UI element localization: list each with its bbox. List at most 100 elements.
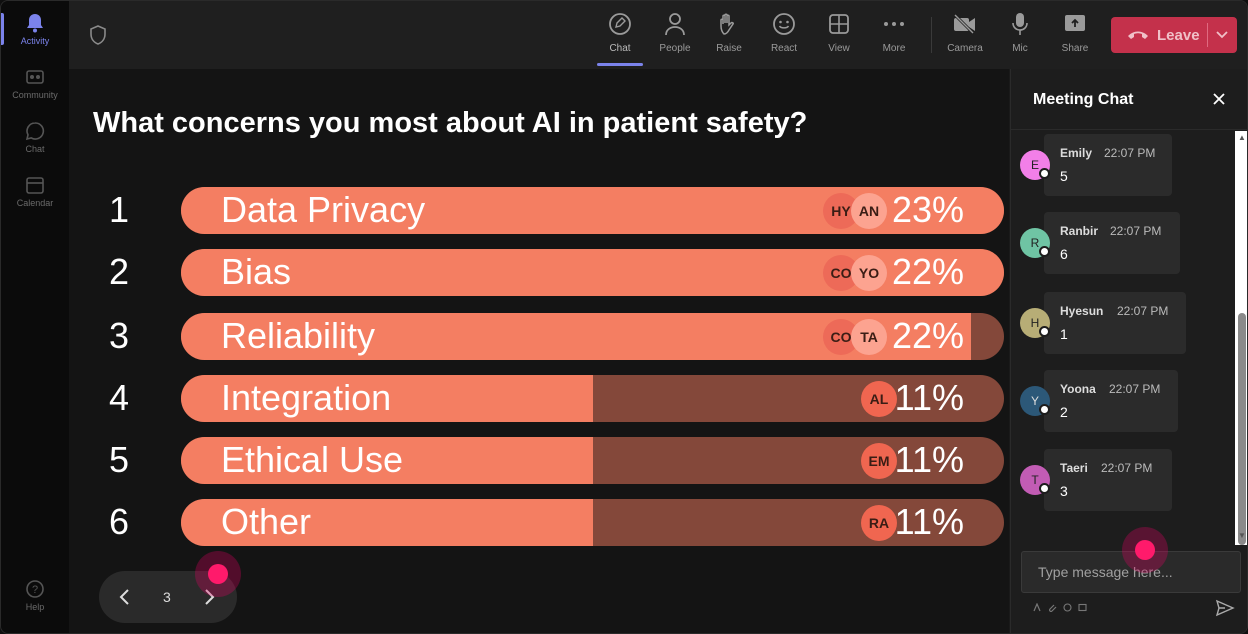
option-percent: 22%: [891, 315, 964, 356]
view-icon: [826, 11, 852, 37]
chat-icon: [607, 11, 633, 37]
attach-icon[interactable]: [1048, 603, 1057, 614]
toolbar-divider: [931, 17, 932, 53]
voter-avatar: YO: [851, 255, 887, 291]
close-icon[interactable]: [1211, 91, 1227, 112]
chat-icon: [25, 121, 45, 141]
chevron-left-icon[interactable]: [115, 587, 135, 612]
format-icon[interactable]: [1033, 602, 1042, 614]
message-time: 22:07 PM: [1117, 304, 1169, 318]
toolbar-label: Raise: [716, 43, 742, 54]
gif-icon[interactable]: [1078, 603, 1087, 614]
chevron-down-icon[interactable]: [1215, 27, 1229, 45]
scroll-down-arrow[interactable]: ▼: [1238, 531, 1246, 540]
rail-item-community[interactable]: Community: [5, 67, 65, 100]
rail-label: Calendar: [16, 198, 54, 208]
poll-option-row: 2 Bias CO YO 22%: [69, 249, 1009, 297]
option-number: 1: [109, 189, 130, 230]
poll-option-row: 6 Other RA 11%: [69, 499, 1009, 547]
chat-message[interactable]: E Emily 22:07 PM 5: [1020, 134, 1172, 196]
poll-option-row: 1 Data Privacy HY AN 23%: [69, 187, 1009, 235]
message-text: 2: [1060, 404, 1068, 420]
option-percent: 11%: [894, 501, 964, 542]
toolbar-camera-button[interactable]: Camera: [937, 11, 993, 54]
toolbar-raise-button[interactable]: Raise: [701, 11, 757, 54]
active-tab-indicator: [597, 63, 643, 66]
send-icon[interactable]: [1215, 599, 1235, 622]
poll-stage: What concerns you most about AI in patie…: [69, 69, 1009, 633]
option-number: 4: [109, 377, 130, 418]
community-icon: [25, 67, 45, 87]
option-bar-fill: [181, 375, 593, 422]
message-time: 22:07 PM: [1104, 146, 1156, 160]
option-number: 2: [109, 251, 130, 292]
rail-item-chat[interactable]: Chat: [5, 121, 65, 154]
chat-message[interactable]: T Taeri 22:07 PM 3: [1020, 449, 1172, 511]
toolbar-people-button[interactable]: People: [647, 11, 703, 54]
leave-button[interactable]: Leave: [1111, 17, 1237, 53]
toolbar-view-button[interactable]: View: [811, 11, 867, 54]
shield-icon[interactable]: [89, 25, 107, 45]
presence-status-icon: [1039, 168, 1050, 179]
chevron-right-icon[interactable]: [199, 587, 219, 612]
rail-item-calendar[interactable]: Calendar: [5, 175, 65, 208]
message-text: 1: [1060, 326, 1068, 342]
raise-hand-icon: [716, 11, 742, 37]
rail-label: Community: [12, 90, 58, 100]
page-number: 3: [163, 589, 171, 605]
chat-message[interactable]: R Ranbir 22:07 PM 6: [1020, 212, 1180, 274]
toolbar-label: React: [770, 43, 798, 54]
toolbar-mic-button[interactable]: Mic: [992, 11, 1048, 54]
option-percent: 23%: [891, 189, 964, 230]
voter-avatar: EM: [861, 443, 897, 479]
option-number: 6: [109, 501, 130, 542]
voter-avatar: AN: [851, 193, 887, 229]
react-icon: [771, 11, 797, 37]
toolbar-chat-button[interactable]: Chat: [592, 11, 648, 54]
rail-label: Help: [25, 602, 45, 612]
option-number: 3: [109, 315, 130, 356]
toolbar-react-button[interactable]: React: [756, 11, 812, 54]
option-percent: 11%: [894, 439, 964, 480]
voter-avatar: AL: [861, 381, 897, 417]
toolbar-label: People: [659, 43, 691, 54]
message-input[interactable]: [1022, 552, 1240, 592]
option-bar-fill: [181, 437, 593, 484]
chat-message-list[interactable]: E Emily 22:07 PM 5 R Ranbir 22:07 PM 6 H Hyesun 22…: [1011, 129, 1247, 545]
toolbar-label: Camera: [947, 43, 983, 54]
option-label: Ethical Use: [221, 439, 404, 480]
option-number: 5: [109, 439, 130, 480]
toolbar-label: Chat: [609, 43, 631, 54]
rail-item-help[interactable]: ? Help: [5, 579, 65, 612]
poll-option-row: 5 Ethical Use EM 11%: [69, 437, 1009, 485]
toolbar-label: View: [828, 43, 850, 54]
more-icon: [881, 11, 907, 37]
sender-name: Yoona: [1060, 382, 1096, 396]
option-bar-fill: [181, 499, 593, 546]
rail-label: Chat: [25, 144, 45, 154]
mic-icon: [1007, 11, 1033, 37]
camera-off-icon: [952, 11, 978, 37]
chat-message[interactable]: H Hyesun 22:07 PM 1: [1020, 292, 1186, 354]
rail-item-activity[interactable]: Activity: [5, 13, 65, 46]
scroll-up-arrow[interactable]: ▲: [1238, 133, 1246, 142]
scroll-thumb[interactable]: [1238, 313, 1246, 545]
toolbar-share-button[interactable]: Share: [1047, 11, 1103, 54]
option-label: Other: [221, 501, 312, 542]
avatar[interactable]: Y: [1020, 386, 1050, 416]
meeting-chat-panel: Meeting Chat E Emily 22:07 PM 5 R Ranbir 22:07…: [1010, 69, 1247, 633]
message-text: 3: [1060, 483, 1068, 499]
toolbar-more-button[interactable]: More: [866, 11, 922, 54]
voter-avatar: RA: [861, 505, 897, 541]
sender-name: Hyesun: [1060, 304, 1104, 318]
sender-name: Ranbir: [1060, 224, 1099, 238]
option-label: Data Privacy: [221, 189, 426, 230]
presence-status-icon: [1039, 246, 1050, 257]
meeting-toolbar: Chat People Raise React View: [69, 1, 1247, 69]
chat-message[interactable]: Y Yoona 22:07 PM 2: [1020, 370, 1178, 432]
svg-text:?: ?: [32, 584, 38, 596]
option-bar: Other RA 11%: [181, 499, 1004, 546]
emoji-icon[interactable]: [1063, 603, 1072, 614]
presence-status-icon: [1039, 404, 1050, 415]
pointer-indicator: [195, 551, 241, 597]
